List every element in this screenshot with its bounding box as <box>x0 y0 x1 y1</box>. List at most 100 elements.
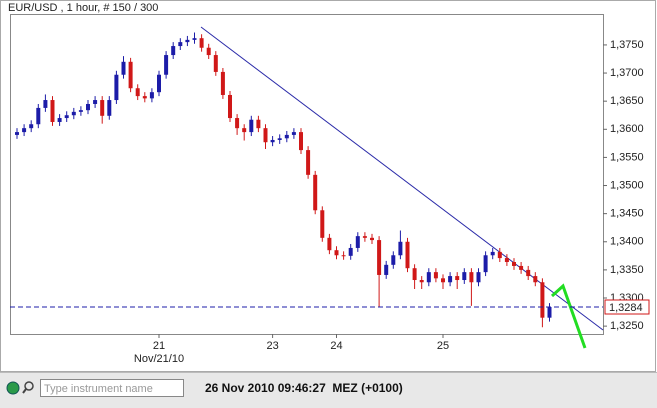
candle-body <box>185 39 190 43</box>
x-tick-label: 25 <box>437 340 449 352</box>
toolbar-icons <box>6 381 34 395</box>
candle-body <box>320 210 325 238</box>
candle-body <box>78 110 83 112</box>
forecast-arrow <box>550 283 587 349</box>
candle-body <box>157 74 161 93</box>
candle-body <box>235 118 240 129</box>
y-tick-label: 1,3700 <box>610 67 644 79</box>
timestamp: 26 Nov 2010 09:46:27 MEZ (+0100) <box>205 381 403 395</box>
y-tick-label: 1,3450 <box>610 208 644 220</box>
candle-body <box>107 100 112 116</box>
y-tick-label: 1,3600 <box>610 123 644 135</box>
candle-body <box>263 128 268 143</box>
candle-body <box>455 276 460 281</box>
candle-body <box>291 132 296 135</box>
candle-body <box>121 61 126 75</box>
candle-body <box>277 138 282 140</box>
candle-body <box>164 55 169 75</box>
candle-body <box>377 240 382 275</box>
candle-body <box>419 280 424 283</box>
candle-body <box>483 255 488 273</box>
candle-body <box>100 100 105 116</box>
date-label: Nov/21/10 <box>134 353 184 365</box>
candle-body <box>29 124 34 129</box>
candle-body <box>93 100 98 104</box>
candle-body <box>327 237 332 251</box>
candle-body <box>249 119 254 133</box>
candle-body <box>384 264 389 275</box>
current-price-box <box>604 299 650 315</box>
candle-body <box>284 134 289 139</box>
candle-body <box>299 132 303 151</box>
candle-body <box>50 100 55 122</box>
candle-body <box>199 38 204 48</box>
candle-body <box>114 74 119 101</box>
candle-body <box>22 128 27 133</box>
search-icon-handle <box>22 388 27 394</box>
candle-body <box>462 272 467 281</box>
candle-body <box>270 139 275 143</box>
x-tick-label: 24 <box>330 340 342 352</box>
current-price-label: 1,3284 <box>609 302 643 314</box>
candle-body <box>334 250 339 256</box>
candle-body <box>86 103 90 111</box>
toolbar: Type instrument name 26 Nov 2010 09:46:2… <box>0 372 657 408</box>
candle-body <box>220 71 225 95</box>
candle-body <box>171 46 176 56</box>
search-icon[interactable] <box>24 381 34 391</box>
candle-body <box>526 269 531 277</box>
candle-body <box>398 241 403 256</box>
candle-body <box>43 100 48 108</box>
candle-body <box>469 272 474 283</box>
candle-body <box>256 119 261 129</box>
y-tick-label: 1,3550 <box>610 151 644 163</box>
candle-body <box>547 307 552 318</box>
search-input[interactable]: Type instrument name <box>40 379 184 397</box>
y-tick-label: 1,3500 <box>610 179 644 191</box>
candle-body <box>242 128 247 133</box>
candle-body <box>412 268 417 281</box>
x-tick-label: 21 <box>153 340 165 352</box>
candle-body <box>519 265 524 270</box>
candle-body <box>306 150 311 175</box>
candle-body <box>192 38 197 40</box>
candle-body <box>512 262 516 266</box>
candle-body <box>370 237 374 241</box>
candle-body <box>15 132 19 135</box>
y-tick-label: 1,3750 <box>610 39 644 51</box>
chart: EUR/USD , 1 hour, # 150 / 300 1,3250 1,33… <box>0 0 656 372</box>
x-tick-label: 23 <box>266 340 278 352</box>
candle-body <box>149 92 154 99</box>
candle-body <box>426 272 431 283</box>
candle-body <box>57 118 62 122</box>
status-icon <box>6 381 20 395</box>
candle-body <box>490 251 495 256</box>
chart-title: EUR/USD , 1 hour, # 150 / 300 <box>8 2 158 14</box>
candle-body <box>391 255 396 265</box>
candle-body <box>355 236 360 248</box>
candle-body <box>540 282 545 318</box>
candle-body <box>228 94 232 119</box>
candle-body <box>476 272 481 283</box>
candle-body <box>533 276 538 283</box>
candle-body <box>64 115 69 119</box>
candle-body <box>433 272 438 279</box>
candle-body <box>213 55 218 72</box>
candle-body <box>341 255 346 257</box>
candle-body <box>142 96 147 99</box>
candle-body <box>448 276 453 283</box>
candle-body <box>348 247 353 256</box>
y-tick-label: 1,3250 <box>610 320 644 332</box>
candle-body <box>441 278 445 283</box>
candle-body <box>128 61 133 89</box>
candle-body <box>36 107 41 125</box>
candle-body <box>504 258 509 263</box>
candle-body <box>362 236 367 238</box>
y-tick-label: 1,3350 <box>610 264 644 276</box>
y-tick-label: 1,3400 <box>610 236 644 248</box>
candle-body <box>313 174 318 211</box>
candle-body <box>71 111 76 116</box>
candle-body <box>206 47 211 56</box>
candle-body <box>497 251 502 259</box>
